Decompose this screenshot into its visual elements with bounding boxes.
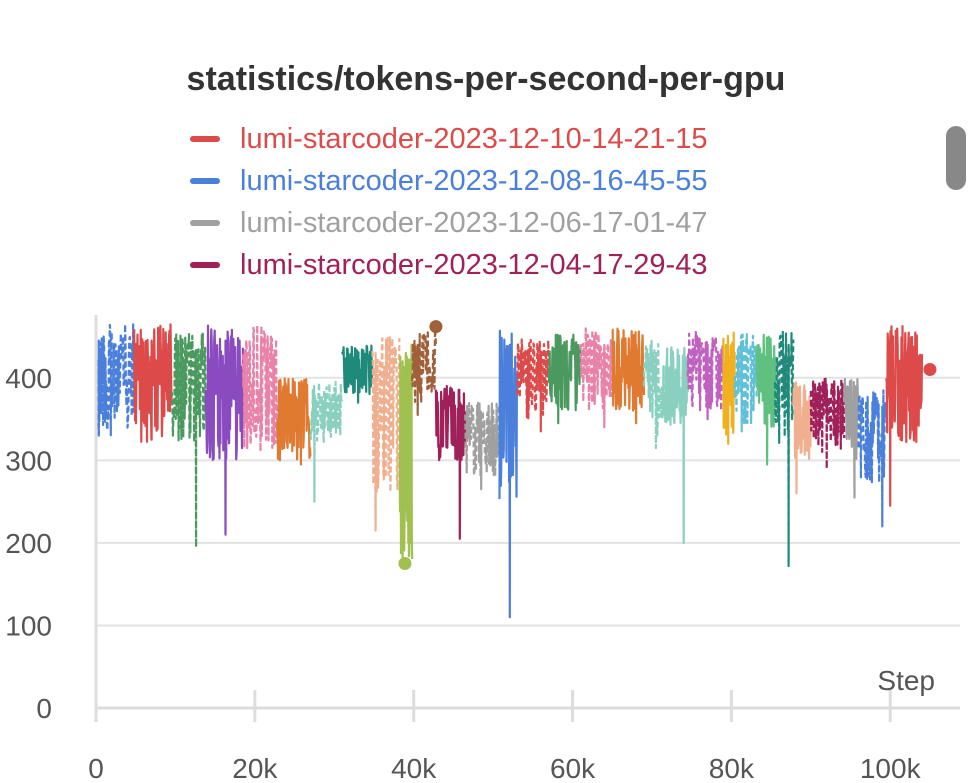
- x-tick-label: 20k: [232, 753, 278, 783]
- legend-swatch: [190, 220, 220, 226]
- series-line: [792, 381, 812, 495]
- series-line: [241, 324, 279, 453]
- x-tick-label: 40k: [391, 753, 437, 783]
- series-line: [774, 330, 795, 568]
- series-line: [371, 336, 401, 532]
- series-line: [204, 324, 244, 536]
- legend-scrollbar[interactable]: [946, 126, 966, 190]
- legend-label: lumi-starcoder-2023-12-10-14-21-15: [240, 122, 708, 155]
- series-line: [515, 338, 550, 433]
- legend-swatch: [190, 262, 220, 268]
- series-line: [434, 385, 467, 540]
- series-line: [94, 323, 136, 437]
- legend-swatch: [190, 178, 220, 184]
- series-line: [642, 339, 665, 450]
- series-line: [733, 333, 758, 433]
- x-tick-label: 100k: [860, 753, 922, 783]
- legend-item[interactable]: lumi-starcoder-2023-12-06-17-01-47: [190, 202, 707, 244]
- series-end-marker: [923, 363, 937, 377]
- y-tick-label: 100: [5, 610, 52, 641]
- x-tick-label: 60k: [550, 753, 596, 783]
- series-line: [133, 323, 173, 443]
- legend-item[interactable]: lumi-starcoder-2023-12-08-16-45-55: [190, 160, 707, 202]
- y-tick-label: 0: [36, 693, 52, 724]
- legend-swatch: [190, 136, 220, 142]
- series-line: [341, 344, 374, 404]
- x-tick-label: 80k: [709, 753, 755, 783]
- series-line: [579, 327, 613, 429]
- series-lines: [94, 323, 924, 619]
- series-line: [411, 327, 437, 416]
- series-line: [755, 333, 777, 466]
- series-markers: [398, 320, 937, 571]
- series-line: [809, 377, 846, 470]
- legend-label: lumi-starcoder-2023-12-06-17-01-47: [240, 206, 708, 239]
- series-line: [398, 343, 414, 565]
- series-line: [843, 377, 860, 499]
- legend-item[interactable]: lumi-starcoder-2023-12-10-14-21-15: [190, 118, 707, 160]
- series-line: [170, 331, 207, 549]
- series-end-marker: [398, 557, 412, 571]
- series-line: [309, 380, 344, 503]
- y-tick-label: 300: [5, 445, 52, 476]
- series-line: [498, 329, 518, 619]
- legend-label: lumi-starcoder-2023-12-08-16-45-55: [240, 164, 708, 197]
- series-line: [885, 325, 924, 507]
- y-tick-label: 200: [5, 528, 52, 559]
- series-line: [857, 389, 888, 528]
- y-tick-label: 400: [5, 363, 52, 394]
- chart-title: statistics/tokens-per-second-per-gpu: [186, 60, 786, 98]
- series-line: [686, 330, 725, 421]
- x-tick-label: 0: [88, 753, 104, 783]
- axes: 0 100 200 300 400 0 20k 40k 60k 80k 100k: [5, 315, 960, 783]
- legend-item[interactable]: lumi-starcoder-2023-12-04-17-29-43: [190, 244, 707, 286]
- series-line: [464, 401, 501, 491]
- legend-label: lumi-starcoder-2023-12-04-17-29-43: [240, 248, 708, 281]
- series-line: [611, 327, 646, 425]
- series-line: [662, 346, 689, 544]
- series-line: [276, 377, 312, 466]
- series-line: [547, 333, 582, 425]
- series-line: [722, 331, 736, 445]
- legend: lumi-starcoder-2023-12-10-14-21-15 lumi-…: [190, 118, 707, 286]
- x-axis-label: Step: [877, 665, 935, 696]
- series-end-marker: [429, 320, 443, 334]
